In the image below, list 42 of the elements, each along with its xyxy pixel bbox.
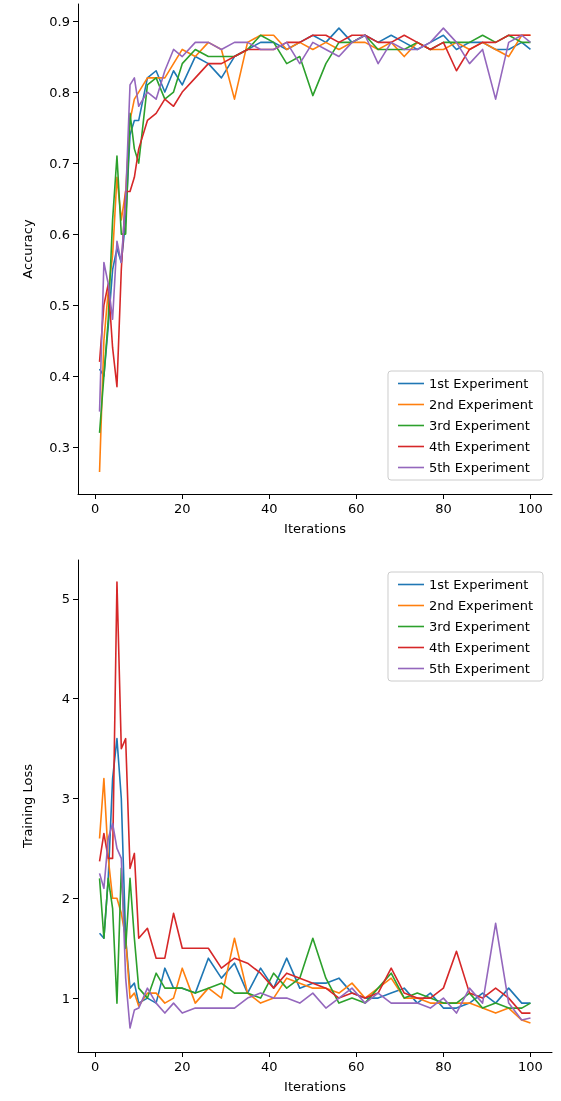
legend-label: 3rd Experiment (428, 418, 530, 433)
x-tick-label: 20 (173, 1059, 191, 1074)
y-tick-label: 1 (61, 990, 70, 1006)
x-tick-label: 40 (261, 501, 278, 516)
legend-label: 4th Experiment (428, 640, 530, 655)
y-tick-label: 0.8 (49, 84, 70, 100)
line-series (98, 867, 532, 1009)
y-tick-label: 2 (61, 890, 70, 906)
legend-label: 2nd Experiment (428, 598, 534, 613)
legend-label: 5th Experiment (428, 661, 530, 676)
y-tick-label: 0.7 (49, 155, 70, 171)
legend-label: 1st Experiment (428, 577, 529, 592)
y-axis-title: Accuracy (20, 219, 35, 279)
y-tick-label: 3 (61, 791, 70, 807)
y-tick-label: 0.5 (49, 297, 70, 313)
legend-label: 3rd Experiment (428, 619, 530, 634)
legend-label: 5th Experiment (428, 460, 530, 475)
y-tick-label: 5 (61, 591, 70, 607)
y-tick-label: 0.6 (49, 226, 70, 242)
line-series (98, 822, 532, 1029)
x-tick-label: 80 (435, 501, 452, 516)
x-tick-label: 60 (348, 501, 365, 516)
legend-label: 2nd Experiment (428, 397, 534, 412)
x-axis-title: Iterations (284, 1079, 347, 1094)
y-tick-label: 0.3 (49, 439, 70, 455)
line-series (98, 581, 532, 1014)
x-tick-label: 0 (91, 501, 100, 516)
legend-label: 4th Experiment (428, 439, 530, 454)
y-tick-label: 0.9 (49, 13, 70, 29)
legend-label: 1st Experiment (428, 376, 529, 391)
y-tick-label: 4 (61, 691, 70, 707)
y-tick-label: 0.4 (49, 368, 70, 384)
x-tick-label: 100 (518, 501, 543, 516)
line-series (98, 777, 532, 1024)
x-tick-label: 0 (91, 1059, 100, 1074)
x-tick-label: 40 (261, 1059, 278, 1074)
x-tick-label: 20 (173, 501, 191, 516)
x-tick-label: 80 (435, 1059, 452, 1074)
y-axis-title: Training Loss (20, 763, 35, 849)
x-tick-label: 100 (518, 1059, 543, 1074)
x-axis-title: Iterations (284, 521, 347, 536)
x-tick-label: 60 (348, 1059, 365, 1074)
